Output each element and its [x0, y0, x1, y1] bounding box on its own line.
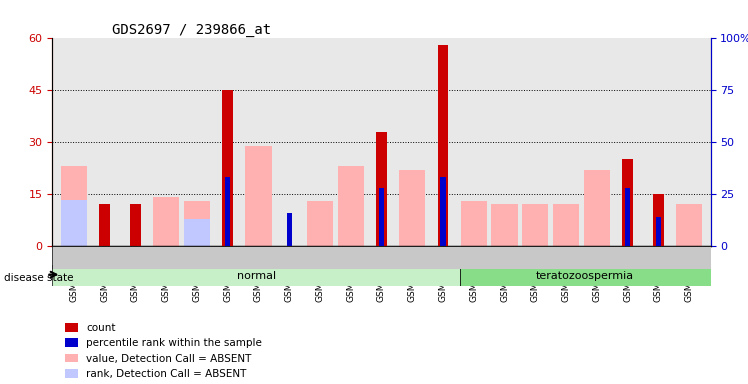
- Bar: [245, 146, 272, 246]
- Bar: [653, 194, 663, 246]
- Bar: [522, 204, 548, 246]
- Bar: [622, 159, 633, 246]
- Legend: count, percentile rank within the sample, value, Detection Call = ABSENT, rank, : count, percentile rank within the sample…: [65, 323, 262, 379]
- Bar: [553, 204, 579, 246]
- Bar: [655, 217, 661, 246]
- Bar: [337, 166, 364, 246]
- Bar: [461, 201, 487, 246]
- Bar: [222, 90, 233, 246]
- Bar: [99, 204, 110, 246]
- Bar: [130, 204, 141, 246]
- Bar: [438, 45, 448, 246]
- FancyBboxPatch shape: [52, 265, 460, 286]
- Bar: [225, 177, 230, 246]
- Bar: [153, 197, 180, 246]
- Bar: [307, 201, 333, 246]
- Bar: [491, 204, 518, 246]
- Text: teratozoospermia: teratozoospermia: [536, 270, 634, 281]
- Bar: [625, 188, 631, 246]
- Bar: [376, 132, 387, 246]
- Bar: [583, 170, 610, 246]
- FancyBboxPatch shape: [52, 246, 711, 269]
- Text: normal: normal: [236, 270, 276, 281]
- Text: disease state: disease state: [4, 273, 73, 283]
- Bar: [441, 177, 446, 246]
- Bar: [184, 219, 210, 246]
- Bar: [286, 213, 292, 246]
- Text: GDS2697 / 239866_at: GDS2697 / 239866_at: [112, 23, 272, 37]
- Bar: [61, 166, 87, 246]
- Bar: [184, 201, 210, 246]
- Bar: [399, 170, 426, 246]
- Bar: [61, 200, 87, 246]
- Bar: [676, 204, 702, 246]
- FancyBboxPatch shape: [460, 265, 711, 286]
- Bar: [378, 188, 384, 246]
